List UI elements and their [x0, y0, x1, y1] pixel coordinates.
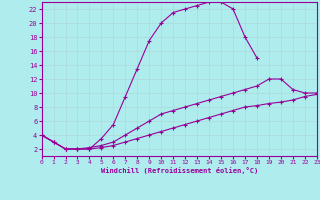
X-axis label: Windchill (Refroidissement éolien,°C): Windchill (Refroidissement éolien,°C) [100, 167, 258, 174]
